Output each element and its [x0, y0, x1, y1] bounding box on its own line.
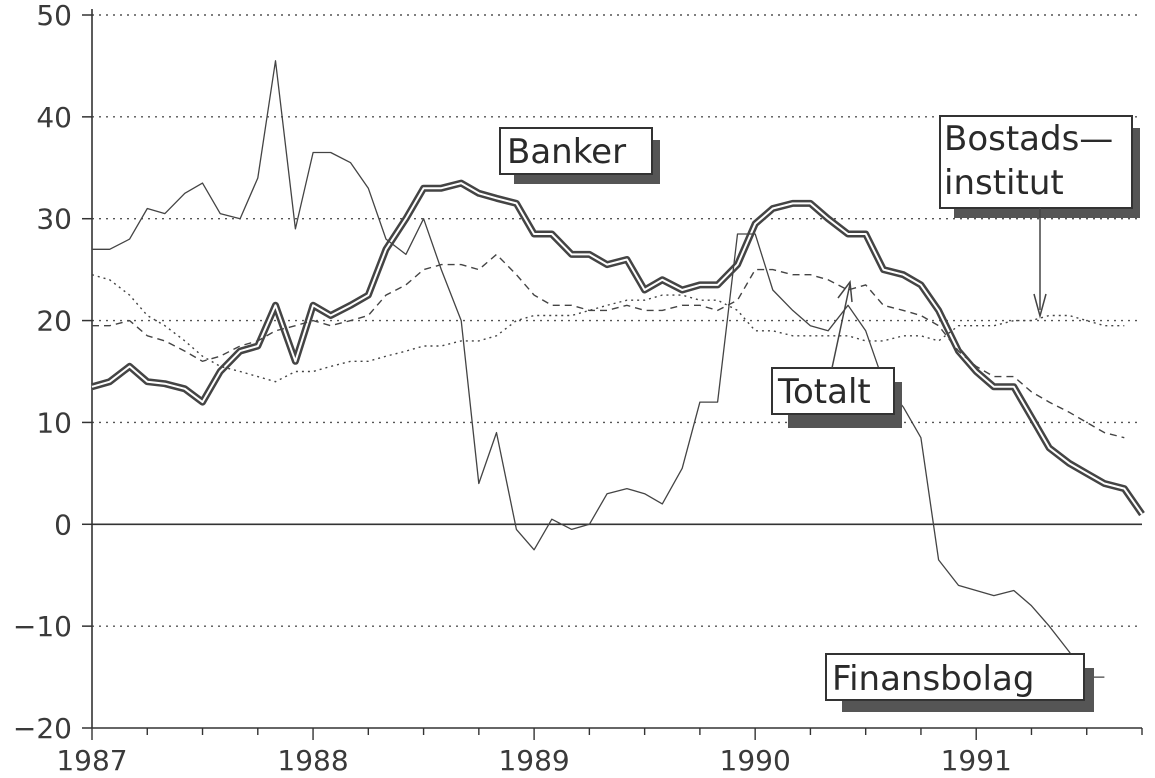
x-tick-label: 1987 — [56, 744, 127, 777]
banker-label-text: Banker — [507, 132, 626, 172]
bostadsinstitut-label: Bostads— institut — [939, 115, 1140, 319]
finansbolag-label: Finansbolag — [825, 653, 1094, 712]
series-line-banker-inner — [91, 182, 1143, 515]
y-tick-label: 0 — [54, 508, 72, 541]
y-tick-label: −20 — [13, 712, 72, 745]
series-lines — [91, 60, 1145, 678]
gridlines — [92, 14, 1142, 627]
x-tick-label: 1989 — [498, 744, 569, 777]
bostadsinstitut-label-line2: institut — [944, 163, 1064, 203]
bostadsinstitut-label-line1: Bostads— — [944, 119, 1113, 159]
totalt-label: Totalt — [771, 280, 902, 428]
y-tick-label: 30 — [36, 203, 72, 236]
tick-labels: −20 −10 0 10 20 30 40 50 1987 1988 1989 1990 1991 — [13, 0, 1012, 777]
finansbolag-label-text: Finansbolag — [832, 659, 1034, 699]
series-line-bostadsinstitut — [91, 274, 1125, 383]
annotation-labels: Banker Bostads— institut Totalt Finansbo… — [499, 115, 1140, 712]
totalt-label-text: Totalt — [777, 372, 871, 412]
x-tick-label: 1991 — [941, 744, 1012, 777]
y-tick-label: 10 — [36, 406, 72, 439]
banker-label: Banker — [499, 127, 660, 184]
y-tick-label: 20 — [36, 305, 72, 338]
y-tick-label: −10 — [13, 610, 72, 643]
x-tick-label: 1990 — [720, 744, 791, 777]
series-line-finansbolag — [92, 60, 1105, 678]
series-line-totalt — [92, 253, 1125, 439]
y-tick-label: 40 — [36, 101, 72, 134]
y-tick-label: 50 — [36, 0, 72, 32]
x-tick-label: 1988 — [277, 744, 348, 777]
axes — [82, 9, 1143, 740]
